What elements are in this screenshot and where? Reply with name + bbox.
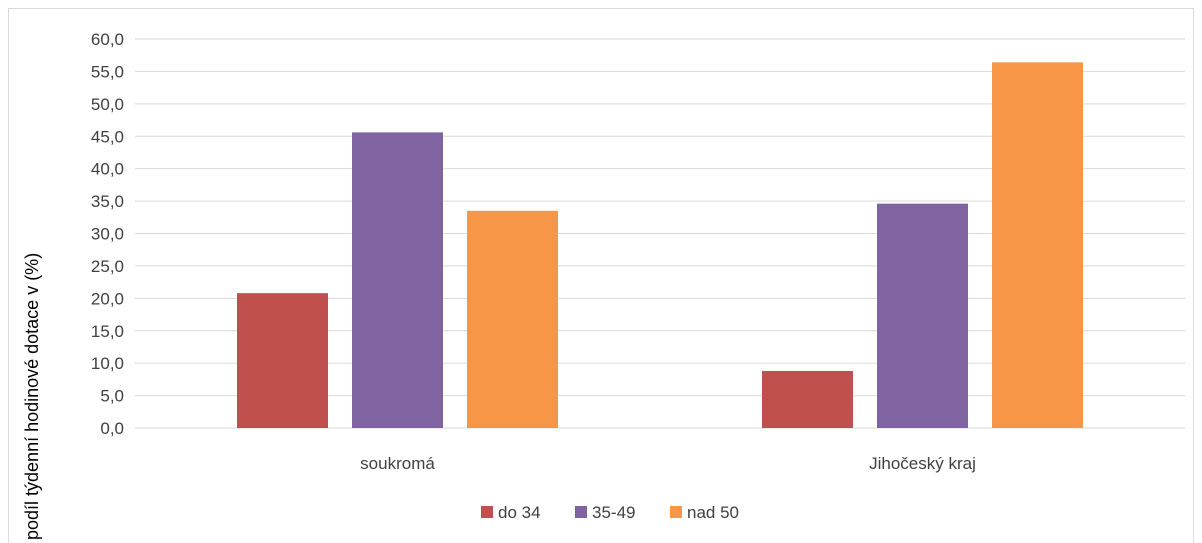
y-tick-label: 15,0: [91, 322, 124, 341]
y-tick-label: 40,0: [91, 160, 124, 179]
legend-swatch: [575, 506, 587, 518]
y-tick-label: 35,0: [91, 192, 124, 211]
y-tick-label: 50,0: [91, 95, 124, 114]
legend-label: do 34: [498, 503, 541, 522]
bars: [237, 62, 1083, 429]
y-tick-label: 0,0: [100, 419, 124, 438]
bar: [352, 132, 443, 429]
bar: [237, 293, 328, 428]
y-tick-label: 10,0: [91, 354, 124, 373]
legend-label: 35-49: [592, 503, 635, 522]
y-tick-label: 55,0: [91, 62, 124, 81]
y-axis-title: podíl týdenní hodinové dotace v (%): [22, 253, 42, 540]
y-tick-label: 5,0: [100, 387, 124, 406]
legend: do 34 35-49 nad 50: [481, 503, 739, 522]
x-category-label: soukromá: [360, 454, 435, 473]
bar: [877, 203, 968, 428]
y-tick-label: 30,0: [91, 225, 124, 244]
y-tick-label: 60,0: [91, 30, 124, 49]
legend-swatch: [670, 506, 682, 518]
bar: [467, 210, 558, 428]
y-tick-label: 20,0: [91, 289, 124, 308]
y-tick-label: 25,0: [91, 257, 124, 276]
legend-swatch: [481, 506, 493, 518]
bar: [992, 62, 1083, 429]
x-category-label: Jihočeský kraj: [869, 454, 976, 473]
y-axis-ticks: 0,0 5,0 10,0 15,0 20,0 25,0 30,0 35,0 40,0 45,0 50…: [91, 30, 124, 438]
y-tick-label: 45,0: [91, 127, 124, 146]
chart-frame: [8, 8, 1194, 543]
bar: [762, 370, 853, 428]
legend-label: nad 50: [687, 503, 739, 522]
x-axis-categories: soukromá Jihočeský kraj: [360, 454, 976, 473]
